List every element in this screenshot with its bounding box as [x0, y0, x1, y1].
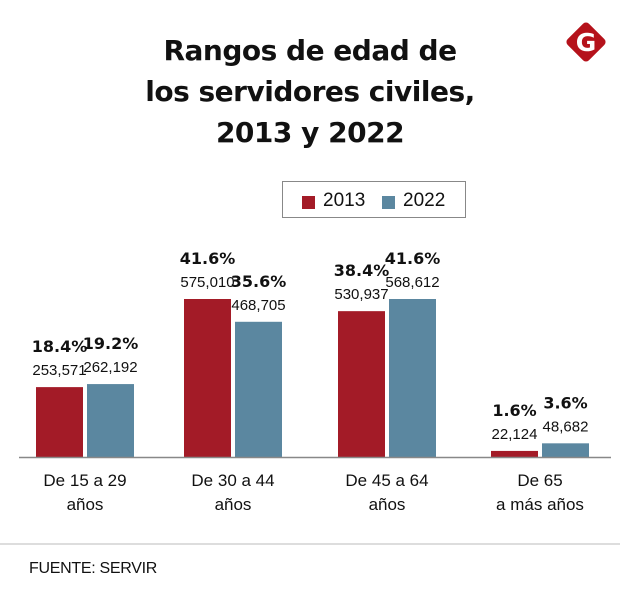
bar-2013-3: [491, 450, 538, 457]
pct-label-2013-1: 41.6%: [180, 249, 236, 268]
bar-2022-0: [87, 384, 134, 457]
pct-label-2013-3: 1.6%: [492, 401, 536, 420]
source-note: FUENTE: SERVIR: [29, 560, 157, 577]
x-tick-label-line: De 30 a 44: [191, 471, 275, 490]
bar-2022-1: [235, 321, 282, 457]
title-line-2: los servidores civiles,: [145, 75, 475, 108]
x-tick-label-line: a más años: [496, 495, 584, 514]
x-tick-label-line: De 65: [517, 471, 563, 490]
count-label-2022-2: 568,612: [385, 274, 439, 291]
x-tick-label-2: De 45 a 64 años: [312, 469, 462, 517]
pct-label-2013-2: 38.4%: [334, 261, 390, 280]
count-label-2013-0: 253,571: [32, 362, 86, 379]
legend-swatch-2013: [302, 196, 315, 209]
count-label-2022-3: 48,682: [543, 418, 589, 435]
pct-label-2022-1: 35.6%: [231, 272, 287, 291]
logo-letter: G: [576, 28, 597, 57]
legend-label-2013: 2013: [323, 190, 366, 211]
pct-label-2022-3: 3.6%: [543, 393, 587, 412]
g-logo-icon: G: [566, 22, 606, 62]
bar-2013-2: [338, 311, 385, 457]
bar-2013-1: [184, 299, 231, 457]
divider: [0, 543, 620, 545]
pct-label-2013-0: 18.4%: [32, 337, 88, 356]
x-tick-label-3: De 65 a más años: [465, 469, 615, 517]
brand-logo: G: [563, 19, 609, 65]
title-line-1: Rangos de edad de: [163, 34, 457, 67]
count-label-2022-1: 468,705: [231, 297, 285, 314]
legend-swatch-2022: [382, 196, 395, 209]
x-tick-label-line: años: [368, 495, 406, 514]
legend-label-2022: 2022: [403, 190, 446, 211]
count-label-2022-0: 262,192: [83, 359, 137, 376]
pct-label-2022-0: 19.2%: [83, 334, 139, 353]
count-label-2013-3: 22,124: [492, 426, 538, 443]
x-tick-label-line: años: [66, 495, 104, 514]
bar-2022-3: [542, 443, 589, 457]
x-tick-label-1: De 30 a 44 años: [158, 469, 308, 517]
x-tick-label-line: De 15 a 29: [43, 471, 127, 490]
chart-title: Rangos de edad de los servidores civiles…: [0, 30, 620, 153]
legend: 2013 2022: [282, 181, 466, 218]
bar-2022-2: [389, 299, 436, 457]
count-label-2013-1: 575,010: [180, 274, 234, 291]
x-tick-label-0: De 15 a 29 años: [10, 469, 160, 517]
bar-2013-0: [36, 387, 83, 457]
x-tick-label-line: años: [214, 495, 252, 514]
x-tick-label-line: De 45 a 64: [345, 471, 429, 490]
pct-label-2022-2: 41.6%: [385, 249, 441, 268]
title-line-3: 2013 y 2022: [215, 116, 405, 149]
count-label-2013-2: 530,937: [334, 286, 388, 303]
